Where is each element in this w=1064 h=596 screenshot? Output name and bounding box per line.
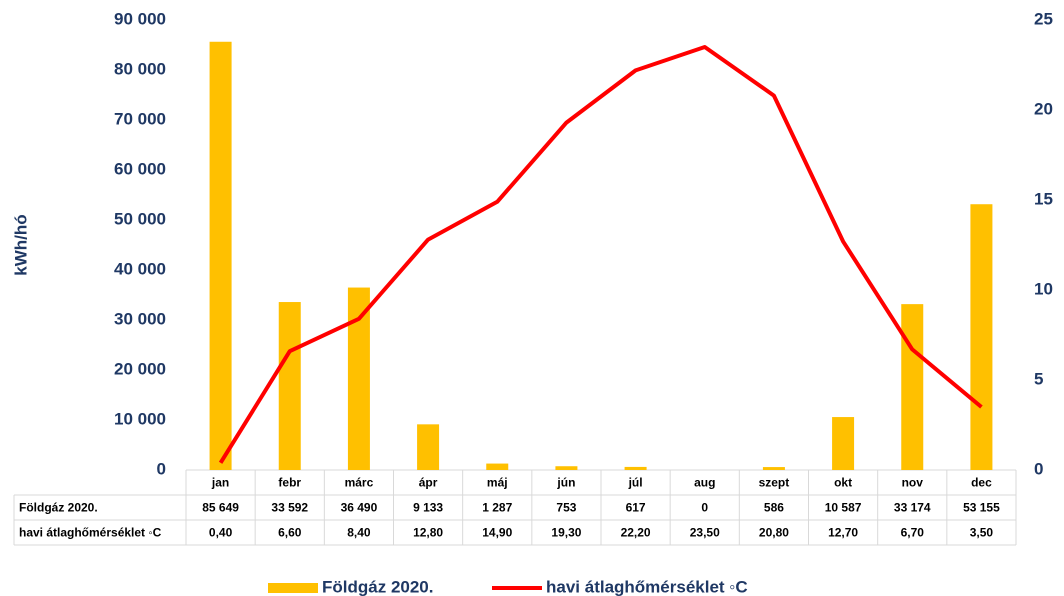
table-cell: 12,70 bbox=[828, 526, 858, 540]
y-tick-label: 80 000 bbox=[114, 59, 166, 78]
legend-label: havi átlaghőmérséklet ◦C bbox=[546, 577, 748, 596]
y-axis-label: kWh/hó bbox=[11, 214, 30, 275]
table-cell: 19,30 bbox=[551, 526, 581, 540]
x-tick-label: júl bbox=[628, 476, 643, 490]
x-tick-label: okt bbox=[834, 476, 852, 490]
x-tick-label: aug bbox=[694, 476, 715, 490]
x-tick-label: szept bbox=[759, 476, 790, 490]
y-tick-label: 90 000 bbox=[114, 9, 166, 28]
bar bbox=[486, 463, 509, 470]
table-row-header: Földgáz 2020. bbox=[19, 501, 98, 515]
x-tick-label: jan bbox=[211, 476, 229, 490]
y-tick-label: 40 000 bbox=[114, 259, 166, 278]
y2-tick-label: 0 bbox=[1034, 459, 1043, 478]
y-tick-label: 0 bbox=[157, 459, 166, 478]
table-row-header: havi átlaghőmérséklet ◦C bbox=[19, 526, 162, 540]
bar bbox=[624, 466, 647, 470]
table-cell: 8,40 bbox=[347, 526, 371, 540]
bar bbox=[347, 287, 370, 470]
x-tick-label: márc bbox=[345, 476, 374, 490]
y-tick-label: 60 000 bbox=[114, 159, 166, 178]
y-tick-label: 10 000 bbox=[114, 409, 166, 428]
table-cell: 33 592 bbox=[271, 501, 308, 515]
table-cell: 20,80 bbox=[759, 526, 789, 540]
table-cell: 33 174 bbox=[894, 501, 931, 515]
table-cell: 753 bbox=[556, 501, 576, 515]
y2-tick-label: 20 bbox=[1034, 99, 1053, 118]
table-cell: 3,50 bbox=[970, 526, 994, 540]
table-cell: 6,70 bbox=[901, 526, 925, 540]
bar bbox=[278, 302, 301, 470]
table-cell: 14,90 bbox=[482, 526, 512, 540]
legend-label: Földgáz 2020. bbox=[322, 577, 433, 596]
x-tick-label: jún bbox=[556, 476, 575, 490]
table-cell: 0 bbox=[701, 501, 708, 515]
bar bbox=[555, 466, 578, 470]
y-tick-label: 70 000 bbox=[114, 109, 166, 128]
y-tick-label: 50 000 bbox=[114, 209, 166, 228]
y2-tick-label: 5 bbox=[1034, 369, 1043, 388]
table-cell: 23,50 bbox=[690, 526, 720, 540]
y2-tick-label: 10 bbox=[1034, 279, 1053, 298]
y-tick-label: 20 000 bbox=[114, 359, 166, 378]
table-cell: 22,20 bbox=[621, 526, 651, 540]
table-cell: 0,40 bbox=[209, 526, 233, 540]
bar bbox=[970, 204, 993, 470]
table-cell: 9 133 bbox=[413, 501, 443, 515]
table-cell: 617 bbox=[626, 501, 646, 515]
y-tick-label: 30 000 bbox=[114, 309, 166, 328]
bar bbox=[417, 424, 440, 470]
table-cell: 36 490 bbox=[341, 501, 378, 515]
table-cell: 85 649 bbox=[202, 501, 239, 515]
bar bbox=[209, 41, 232, 470]
line bbox=[218, 45, 983, 464]
x-tick-label: febr bbox=[278, 476, 301, 490]
bar bbox=[832, 417, 855, 470]
table-cell: 586 bbox=[764, 501, 784, 515]
table-cell: 10 587 bbox=[825, 501, 862, 515]
x-tick-label: máj bbox=[487, 476, 508, 490]
x-tick-label: dec bbox=[971, 476, 992, 490]
table-cell: 53 155 bbox=[963, 501, 1000, 515]
legend-swatch bbox=[268, 583, 318, 593]
x-tick-label: nov bbox=[902, 476, 924, 490]
bar bbox=[762, 467, 785, 470]
y2-tick-label: 15 bbox=[1034, 189, 1053, 208]
bar bbox=[901, 304, 924, 470]
y2-tick-label: 25 bbox=[1034, 9, 1053, 28]
table-cell: 1 287 bbox=[482, 501, 512, 515]
table-cell: 6,60 bbox=[278, 526, 302, 540]
table-cell: 12,80 bbox=[413, 526, 443, 540]
x-tick-label: ápr bbox=[419, 476, 438, 490]
